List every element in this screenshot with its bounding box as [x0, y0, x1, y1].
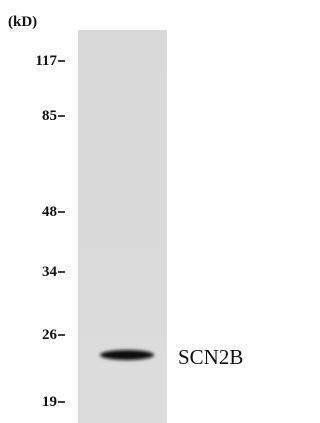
marker-ladder: 117 85 48 34 26 19	[35, 53, 65, 410]
gel-lane	[78, 30, 167, 423]
marker-label: 34	[42, 264, 58, 280]
band-label: SCN2B	[178, 345, 243, 369]
marker-label: 26	[42, 327, 58, 343]
marker-label: 19	[42, 394, 57, 410]
blot-figure: (kD) SCN2B 117 85 48 34 26 19	[0, 0, 285, 423]
marker-label: 48	[42, 204, 57, 220]
marker-label: 85	[42, 108, 57, 124]
unit-label: (kD)	[8, 14, 37, 30]
marker-label: 117	[35, 53, 57, 69]
protein-band	[100, 350, 154, 360]
